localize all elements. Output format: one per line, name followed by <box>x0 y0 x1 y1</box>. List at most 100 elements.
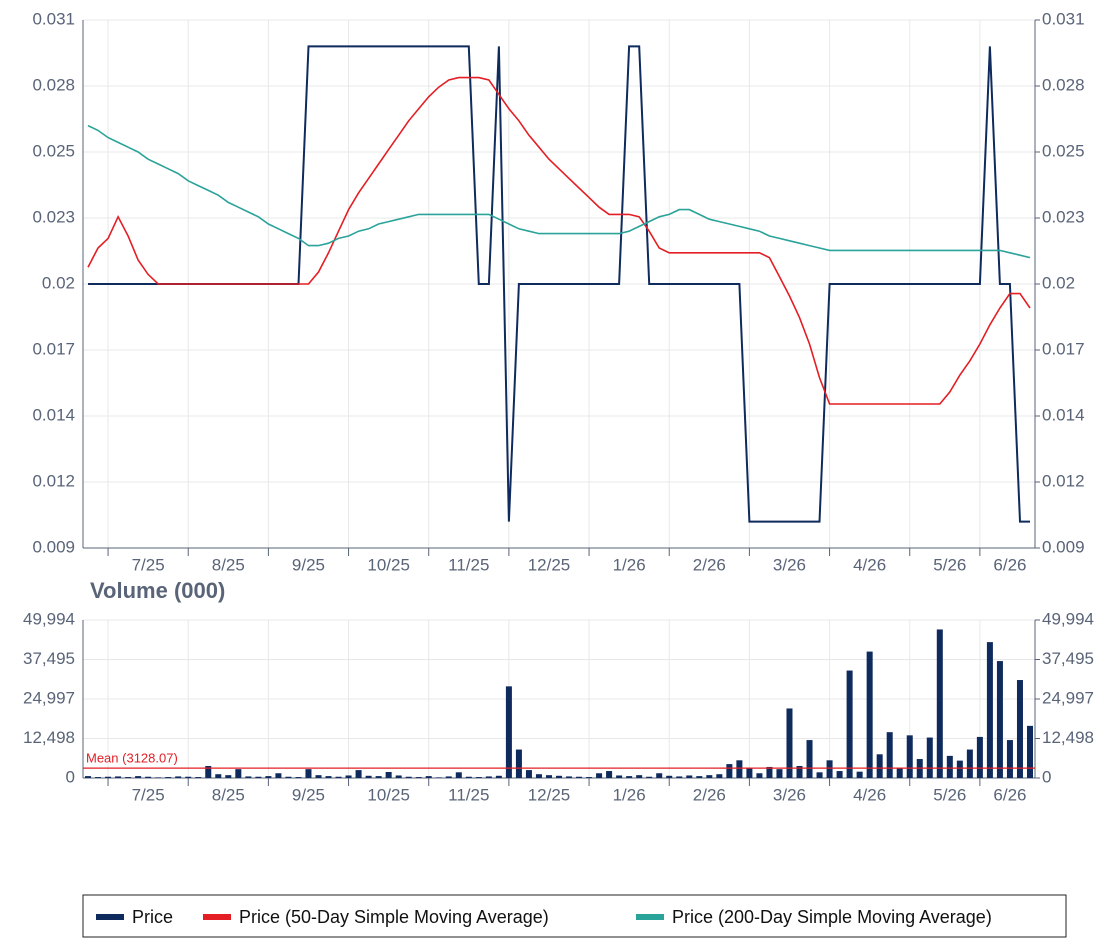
y-tick-label: 0.028 <box>32 75 75 94</box>
y-tick-label-right: 0.012 <box>1042 471 1085 490</box>
volume-bar <box>235 769 242 778</box>
volume-bar <box>245 776 252 778</box>
y-tick-label: 24,997 <box>23 688 75 707</box>
volume-bar <box>656 773 663 778</box>
y-tick-label-right: 0.009 <box>1042 537 1085 556</box>
mean-label: Mean (3128.07) <box>86 751 178 766</box>
volume-bar <box>365 775 372 778</box>
volume-bar <box>956 760 963 778</box>
volume-bar <box>505 686 512 778</box>
y-tick-label-right: 49,994 <box>1042 609 1094 628</box>
y-tick-label: 12,498 <box>23 728 75 747</box>
volume-bar <box>495 775 502 778</box>
volume-bar <box>896 768 903 778</box>
volume-bar <box>425 776 432 778</box>
volume-bar <box>846 670 853 778</box>
volume-bar <box>686 775 693 778</box>
volume-bar <box>646 776 653 778</box>
x-tick-label: 4/26 <box>853 785 886 804</box>
volume-bar <box>325 776 332 778</box>
x-tick-label: 4/26 <box>853 555 886 574</box>
legend-label: Price (200-Day Simple Moving Average) <box>672 907 992 927</box>
volume-bar <box>555 775 563 778</box>
volume-bar <box>225 775 232 778</box>
volume-bar <box>115 776 122 778</box>
y-tick-label: 37,495 <box>23 649 75 668</box>
y-tick-label-right: 0.025 <box>1042 141 1085 160</box>
x-tick-label: 2/26 <box>693 785 726 804</box>
price-line <box>87 76 1031 405</box>
volume-bar <box>856 771 863 778</box>
x-tick-label: 6/26 <box>993 555 1026 574</box>
volume-bar <box>676 776 683 778</box>
volume-bar <box>746 768 753 778</box>
volume-bar <box>475 777 482 778</box>
legend-swatch <box>203 914 231 920</box>
y-tick-label-right: 0.014 <box>1042 405 1085 424</box>
volume-bar <box>576 776 583 778</box>
volume-bar <box>535 774 542 778</box>
volume-bar <box>946 755 953 778</box>
x-tick-label: 9/25 <box>292 555 325 574</box>
volume-bar <box>315 775 322 778</box>
volume-bar <box>525 770 532 778</box>
volume-bar <box>295 777 302 778</box>
volume-bar <box>515 749 522 778</box>
x-tick-label: 12/25 <box>528 785 571 804</box>
volume-bar <box>756 773 763 778</box>
volume-bar <box>275 773 282 778</box>
x-tick-label: 3/26 <box>773 555 806 574</box>
volume-bar <box>95 777 102 778</box>
volume-bar <box>385 771 392 778</box>
volume-bar <box>395 775 402 778</box>
volume-bar <box>696 776 703 778</box>
x-tick-label: 11/25 <box>448 555 489 574</box>
y-tick-label-right: 12,498 <box>1042 728 1094 747</box>
y-tick-label: 0.014 <box>32 405 75 424</box>
volume-bar <box>986 642 993 778</box>
volume-bar <box>215 774 222 778</box>
volume-bar <box>305 769 312 778</box>
volume-bar <box>165 777 172 778</box>
volume-bar <box>996 661 1003 778</box>
volume-bar <box>936 629 943 778</box>
volume-bar <box>1016 680 1023 778</box>
volume-bar <box>966 749 973 778</box>
volume-bar <box>355 770 362 778</box>
volume-bar <box>836 771 843 778</box>
volume-bar <box>545 775 552 778</box>
y-tick-label: 0.031 <box>32 9 75 28</box>
y-tick-label: 0.017 <box>32 339 75 358</box>
x-tick-label: 7/25 <box>132 555 165 574</box>
volume-bar <box>145 776 152 778</box>
x-tick-label: 10/25 <box>367 555 410 574</box>
legend-label: Price <box>132 907 173 927</box>
y-tick-label: 0.023 <box>32 207 75 226</box>
x-tick-label: 1/26 <box>613 555 646 574</box>
x-tick-label: 1/26 <box>613 785 646 804</box>
volume-bar <box>155 777 162 778</box>
volume-bar <box>886 732 893 778</box>
y-tick-label: 49,994 <box>23 609 75 628</box>
y-tick-label-right: 24,997 <box>1042 688 1094 707</box>
x-tick-label: 7/25 <box>132 785 165 804</box>
y-tick-label-right: 0.023 <box>1042 207 1085 226</box>
volume-bar <box>926 737 933 778</box>
volume-bar <box>736 760 743 778</box>
volume-bar <box>866 651 873 778</box>
volume-bar <box>586 777 593 778</box>
volume-bar <box>636 775 643 778</box>
volume-bar <box>766 766 773 778</box>
x-tick-label: 3/26 <box>773 785 806 804</box>
y-tick-label-right: 0 <box>1042 767 1051 786</box>
y-tick-label: 0.009 <box>32 537 75 556</box>
volume-bar <box>455 772 462 778</box>
volume-bar <box>906 735 913 778</box>
volume-bar <box>415 777 422 778</box>
y-tick-label: 0.025 <box>32 141 75 160</box>
legend-swatch <box>636 914 664 920</box>
volume-bar <box>135 776 142 778</box>
x-tick-label: 5/26 <box>933 785 966 804</box>
volume-bar <box>716 774 723 778</box>
